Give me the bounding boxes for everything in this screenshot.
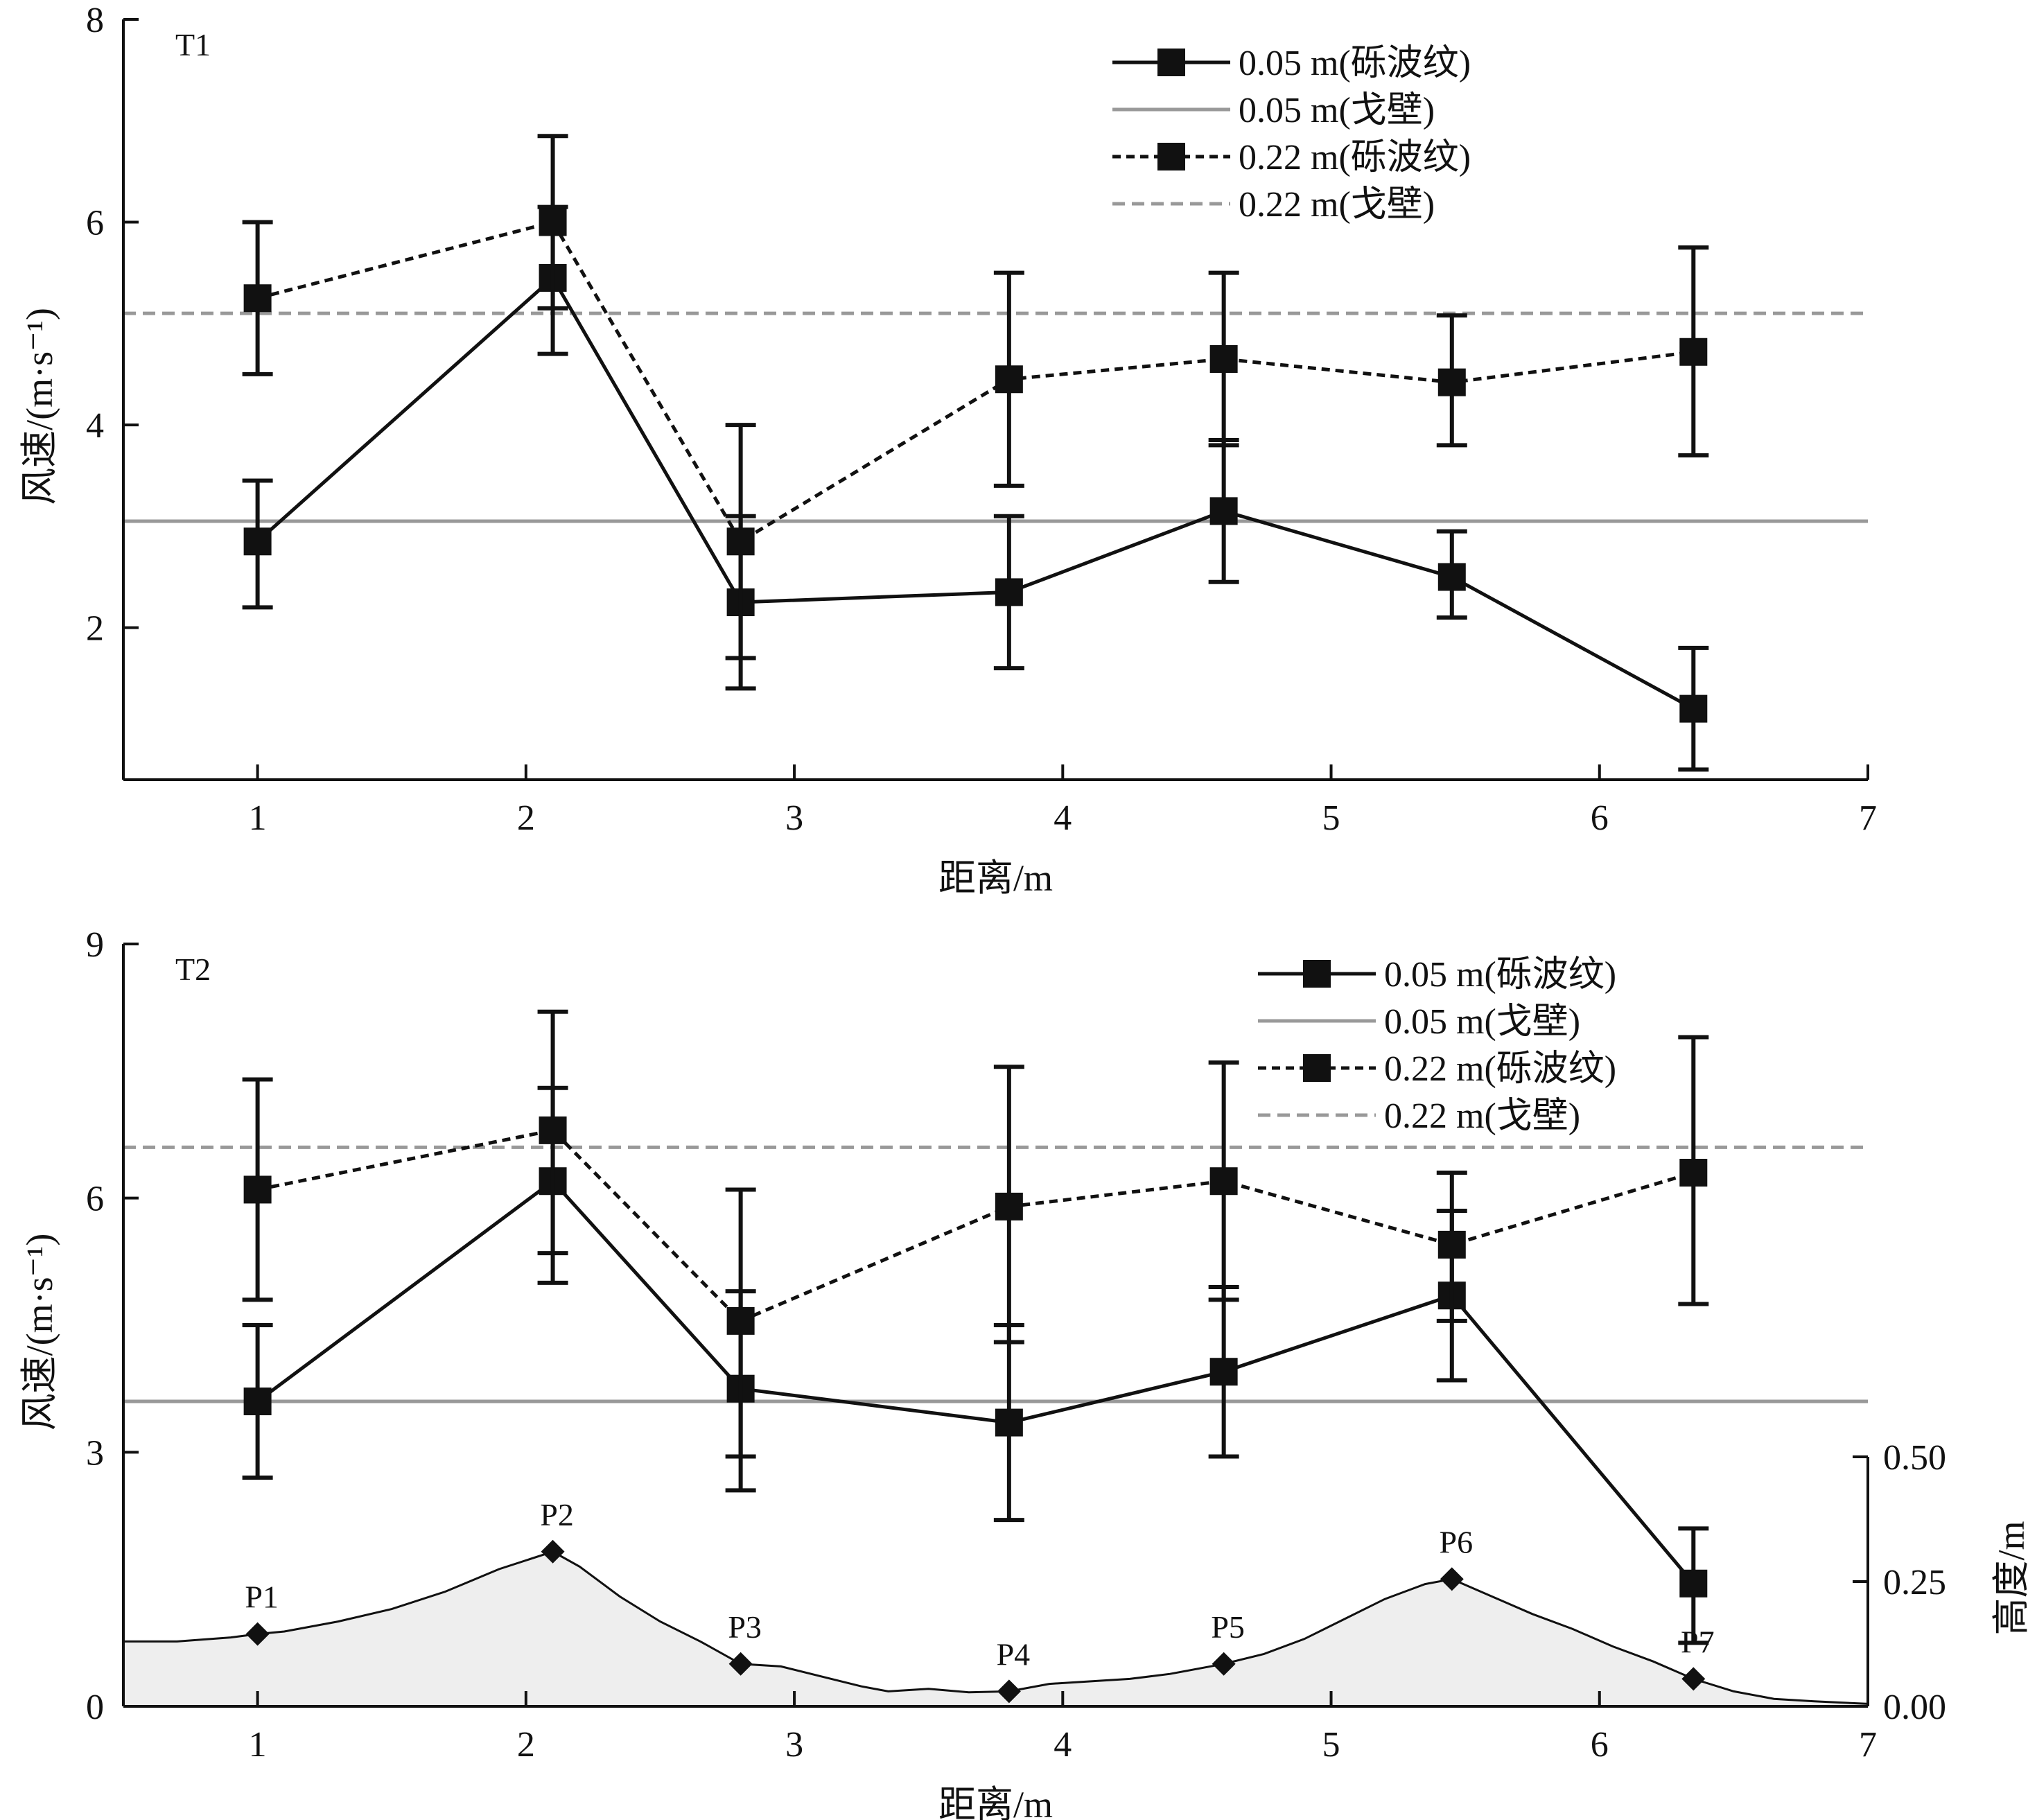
legend: 0.05 m(砾波纹) 0.05 m(戈壁) 0.22 m(砾波纹) 0.22 m(戈… xyxy=(1112,44,1471,225)
data-point-2-5 xyxy=(1437,1230,1466,1259)
data-point-0-3 xyxy=(995,1408,1023,1437)
series-2-group xyxy=(242,1009,1709,1459)
terrain-point-p6 xyxy=(1440,1567,1464,1591)
x-tick-label-6: 6 xyxy=(1591,798,1609,838)
x-tick-label-6: 6 xyxy=(1591,1725,1609,1765)
y2-axis-title: 高度/m xyxy=(1991,1521,2032,1635)
series-line-0 xyxy=(256,275,1695,710)
data-point-0-6 xyxy=(1679,694,1708,723)
series-line-2 xyxy=(257,1128,1695,1323)
data-point-2-1 xyxy=(539,208,567,236)
x-tick-label-3: 3 xyxy=(785,1725,803,1765)
terrain-point-p1 xyxy=(245,1622,270,1646)
x-tick-label-1: 1 xyxy=(249,798,267,838)
series-2-group xyxy=(242,134,1709,660)
x-tick-label-7: 7 xyxy=(1859,798,1877,838)
y-tick-label-0: 0 xyxy=(86,1688,104,1727)
panel-label: T2 xyxy=(175,952,211,987)
legend-label-3: 0.22 m(戈壁) xyxy=(1384,1096,1580,1136)
data-point-2-2 xyxy=(726,527,755,556)
y-tick-label-4: 4 xyxy=(86,406,104,446)
terrain-point-label-p5: P5 xyxy=(1211,1609,1245,1645)
data-point-0-6 xyxy=(1679,1569,1708,1598)
y-tick-label-2: 2 xyxy=(86,609,104,649)
x-tick-label-7: 7 xyxy=(1859,1725,1877,1765)
legend-label-3: 0.22 m(戈壁) xyxy=(1239,185,1435,225)
data-point-2-6 xyxy=(1679,1159,1708,1187)
data-point-0-4 xyxy=(1209,1358,1238,1386)
x-tick-label-4: 4 xyxy=(1054,798,1072,838)
panel-label: T1 xyxy=(175,27,211,62)
terrain-point-p7 xyxy=(1681,1667,1706,1691)
series-line-0 xyxy=(256,1178,1695,1585)
y-tick-label-8: 8 xyxy=(86,1,104,40)
x-tick-label-3: 3 xyxy=(785,798,803,838)
data-point-2-5 xyxy=(1437,368,1466,396)
y2-tick-label-0.50: 0.50 xyxy=(1883,1438,1946,1478)
y-tick-label-6: 6 xyxy=(86,204,104,243)
terrain-point-label-p2: P2 xyxy=(540,1497,574,1532)
terrain-point-p5 xyxy=(1212,1652,1236,1676)
legend-marker-2 xyxy=(1157,143,1185,170)
data-point-2-3 xyxy=(995,1192,1023,1220)
terrain-point-label-p4: P4 xyxy=(997,1636,1031,1672)
data-point-2-1 xyxy=(539,1116,567,1144)
x-tick-label-4: 4 xyxy=(1054,1725,1072,1765)
y-tick-label-9: 9 xyxy=(86,925,104,965)
data-point-2-4 xyxy=(1209,1167,1238,1196)
y-tick-label-3: 3 xyxy=(86,1433,104,1473)
data-point-2-4 xyxy=(1209,344,1238,373)
legend-marker-2 xyxy=(1303,1054,1331,1082)
legend-marker-0 xyxy=(1303,960,1331,988)
legend-label-0: 0.05 m(砾波纹) xyxy=(1239,44,1471,83)
data-point-0-5 xyxy=(1437,563,1466,591)
data-point-2-0 xyxy=(243,1175,272,1204)
legend: 0.05 m(砾波纹) 0.05 m(戈壁) 0.22 m(砾波纹) 0.22 m(戈… xyxy=(1258,955,1616,1136)
data-point-0-3 xyxy=(995,578,1023,606)
series-line-2 xyxy=(256,220,1694,544)
data-point-0-4 xyxy=(1209,497,1238,525)
data-point-2-3 xyxy=(995,365,1023,394)
legend-label-1: 0.05 m(戈壁) xyxy=(1384,1002,1580,1042)
data-point-0-0 xyxy=(243,1388,272,1415)
terrain-point-label-p1: P1 xyxy=(245,1580,279,1615)
legend-label-2: 0.22 m(砾波纹) xyxy=(1239,138,1471,177)
terrain-point-label-p3: P3 xyxy=(728,1609,762,1645)
data-point-2-6 xyxy=(1679,338,1708,366)
y-axis-title: 风速/(m·s⁻¹) xyxy=(19,308,60,505)
terrain-point-p2 xyxy=(541,1539,565,1564)
terrain-point-p3 xyxy=(728,1652,753,1676)
x-tick-label-2: 2 xyxy=(517,798,535,838)
terrain-point-p4 xyxy=(997,1679,1021,1704)
data-point-0-0 xyxy=(243,527,272,556)
y-axis-title: 风速/(m·s⁻¹) xyxy=(19,1234,60,1431)
x-tick-label-2: 2 xyxy=(517,1725,535,1765)
series-0-group xyxy=(242,204,1709,772)
legend-label-0: 0.05 m(砾波纹) xyxy=(1384,955,1616,995)
y2-tick-label-0.00: 0.00 xyxy=(1883,1688,1946,1727)
y2-tick-label-0.25: 0.25 xyxy=(1883,1563,1946,1602)
series-0-group xyxy=(242,1085,1709,1645)
x-tick-label-1: 1 xyxy=(249,1725,267,1765)
legend-marker-0 xyxy=(1157,49,1185,76)
x-tick-label-5: 5 xyxy=(1322,1725,1340,1765)
legend-label-2: 0.22 m(砾波纹) xyxy=(1384,1049,1616,1089)
data-point-2-0 xyxy=(243,284,272,313)
x-axis-title: 距离/m xyxy=(938,1784,1053,1820)
x-axis-title: 距离/m xyxy=(938,857,1053,899)
x-tick-label-5: 5 xyxy=(1322,798,1340,838)
terrain-point-label-p6: P6 xyxy=(1439,1524,1473,1559)
legend-label-1: 0.05 m(戈壁) xyxy=(1239,91,1435,130)
data-point-2-2 xyxy=(726,1306,755,1335)
terrain-area xyxy=(123,1551,1868,1706)
y-tick-label-6: 6 xyxy=(86,1180,104,1219)
